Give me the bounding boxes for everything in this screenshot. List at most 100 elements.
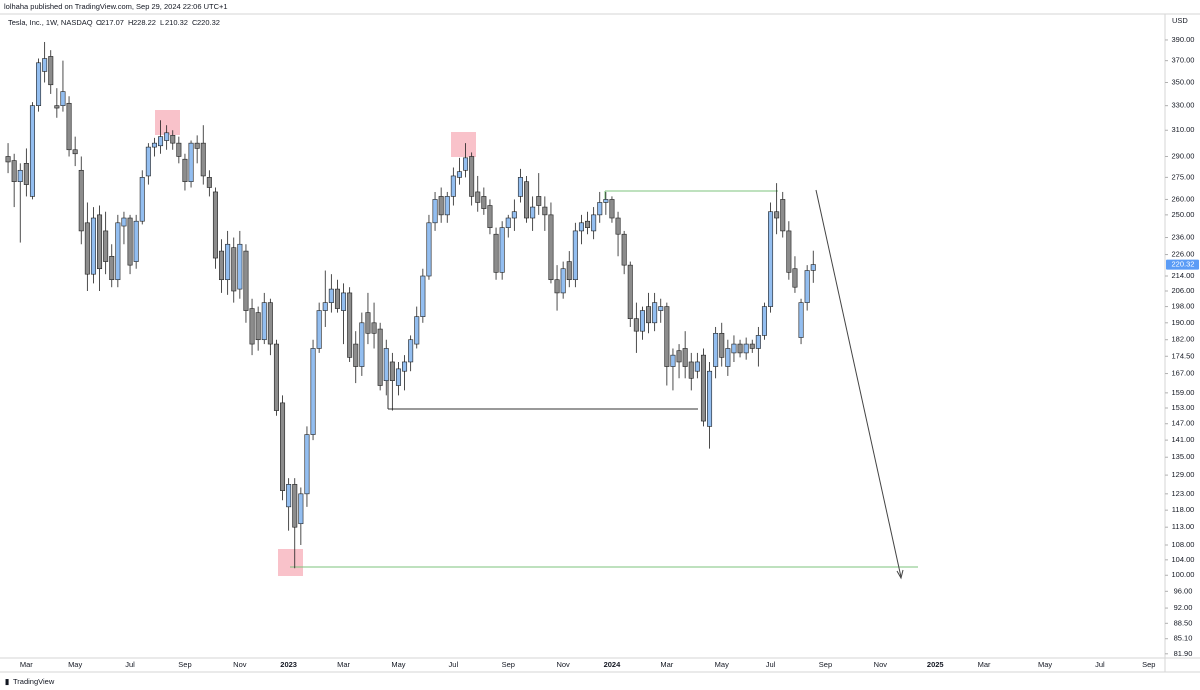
ohlc-value: 210.32 [165,18,188,27]
candle-body [5,156,11,163]
last-price-tag [1166,259,1199,270]
tv-logo: ▮ [5,677,9,686]
ohlc-key: H [128,18,133,27]
legend: Tesla, Inc., 1W, NASDAQ O 217.07 H 228.22 L 2… [8,18,220,27]
candle-body [694,361,700,372]
x-tick-label: Mar [978,660,991,669]
candle-body [639,310,645,332]
highlight-box [278,549,303,576]
candle-body [713,332,719,367]
x-tick-label: Jul [449,660,459,669]
y-tick-label: 167.00 [1172,369,1195,378]
drawings [155,110,918,580]
candle-body [255,312,261,341]
x-tick-label: May [391,660,405,669]
candle-body [72,149,78,155]
candle-body [127,217,133,266]
candle-body [48,56,54,86]
symbol-label: Tesla, Inc., 1W, NASDAQ [8,18,93,27]
candle-body [420,275,426,317]
candle-body [572,230,578,281]
candle-body [444,196,450,216]
y-tick-label: 108.00 [1172,540,1195,549]
candle-body [280,402,286,491]
candle-body [54,105,60,109]
candle-body [731,343,737,354]
highlight-box [155,110,180,135]
published-note: lolhaha published on TradingView.com, Se… [4,2,228,11]
y-tick-label: 190.00 [1172,318,1195,327]
y-tick-label: 81.90 [1174,649,1193,658]
candle-body [597,202,603,216]
candle-body [298,493,304,525]
candle-body [456,171,462,178]
y-tick-label: 123.00 [1172,489,1195,498]
candle-body [347,292,353,358]
candle-body [548,214,554,281]
candle-body [371,322,377,334]
y-tick-label: 310.00 [1172,125,1195,134]
candle-body [200,142,206,177]
candle-body [334,288,340,309]
candle-body [225,243,231,281]
candle-body [578,222,584,232]
y-tick-label: 290.00 [1172,151,1195,160]
candle-body [286,484,292,508]
candle-body [524,181,530,219]
candle-body [395,368,401,386]
candle-body [707,370,713,427]
candle-body [29,105,35,197]
y-tick-label: 260.00 [1172,194,1195,203]
candle-body [792,268,798,288]
candle-body [542,206,548,216]
candle-body [658,306,664,311]
y-tick-label: 118.00 [1172,505,1194,514]
x-tick-label: Sep [1142,660,1155,669]
y-tick-label: 390.00 [1172,35,1195,44]
x-tick-label: Jul [766,660,776,669]
candle-body [158,136,164,147]
y-tick-label: 92.00 [1174,603,1193,612]
candle-body [700,354,706,422]
candle-body [377,328,383,386]
candle-body [23,163,29,185]
candle-body [432,199,438,224]
last-price-label: 220.32 [1172,260,1195,269]
candle-body [725,348,731,367]
x-tick-label: Nov [556,660,570,669]
ohlc-value: 220.32 [197,18,220,27]
y-tick-label: 141.00 [1172,435,1195,444]
x-tick-label: Mar [660,660,673,669]
candle-body [438,196,444,216]
candle-body [145,146,151,177]
candle-body [560,268,566,294]
candle-body [621,233,627,266]
candle-body [310,348,316,435]
candle-body [66,102,72,151]
candle-body [170,135,176,144]
candle-body [499,227,505,273]
candle-body [237,243,243,290]
candle-body [78,169,84,232]
y-tick-label: 88.50 [1174,618,1193,627]
y-tick-label: 214.00 [1172,271,1195,280]
candle-body [139,177,145,222]
candle-body [652,302,658,324]
candle-body [469,156,475,197]
candle-body [164,132,170,141]
currency-label: USD [1172,16,1188,25]
x-tick-label: Sep [502,660,515,669]
y-tick-label: 104.00 [1172,555,1195,564]
candle-body [121,217,127,227]
candle-body [11,160,17,182]
candle-body [341,292,347,311]
y-tick-label: 159.00 [1172,388,1195,397]
y-tick-label: 330.00 [1172,101,1195,110]
candle-body [243,250,249,311]
candle-body [530,206,536,219]
candle-body [206,177,212,188]
x-tick-label: 2024 [604,660,622,669]
candle-body [682,348,688,367]
candle-body [719,332,725,358]
